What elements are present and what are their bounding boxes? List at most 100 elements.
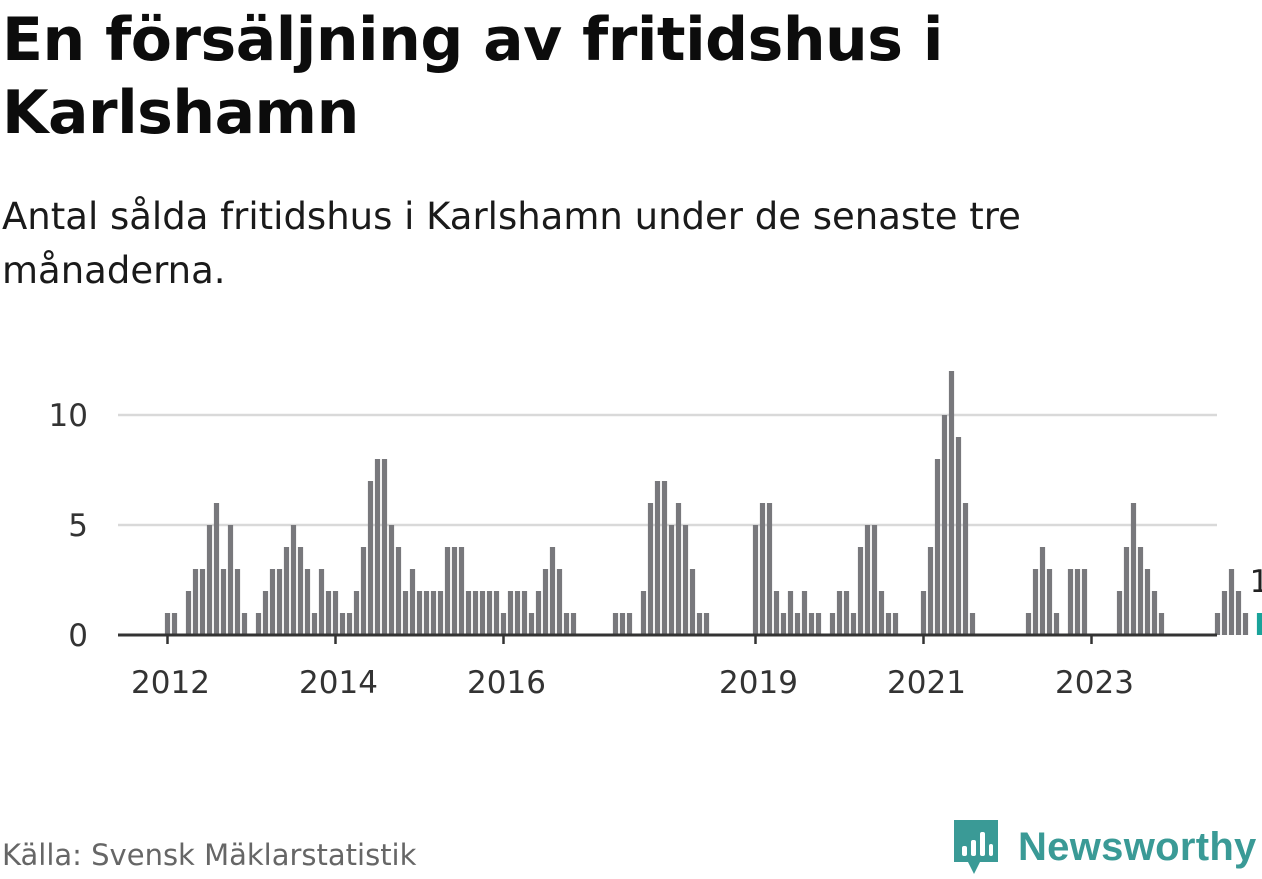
bar bbox=[276, 569, 283, 635]
bar bbox=[773, 591, 780, 635]
bar bbox=[640, 591, 647, 635]
y-tick-label: 10 bbox=[49, 398, 88, 434]
bar bbox=[864, 525, 871, 635]
newsworthy-logo-icon bbox=[954, 820, 998, 874]
bar bbox=[1032, 569, 1039, 635]
bar bbox=[1151, 591, 1158, 635]
bar bbox=[409, 569, 416, 635]
bar bbox=[654, 481, 661, 635]
bar bbox=[892, 613, 899, 635]
bar bbox=[395, 547, 402, 635]
bar bbox=[213, 503, 220, 635]
bar bbox=[430, 591, 437, 635]
bar bbox=[1067, 569, 1074, 635]
bar bbox=[668, 525, 675, 635]
bar bbox=[1235, 591, 1242, 635]
bar bbox=[255, 613, 262, 635]
bar bbox=[1221, 591, 1228, 635]
bar bbox=[423, 591, 430, 635]
bar bbox=[1039, 547, 1046, 635]
bar bbox=[451, 547, 458, 635]
bar bbox=[675, 503, 682, 635]
bar bbox=[955, 437, 962, 635]
bar bbox=[486, 591, 493, 635]
bar bbox=[325, 591, 332, 635]
bar bbox=[437, 591, 444, 635]
bar bbox=[1137, 547, 1144, 635]
bar bbox=[612, 613, 619, 635]
bar bbox=[843, 591, 850, 635]
bar-latest bbox=[1256, 613, 1262, 635]
bar bbox=[1123, 547, 1130, 635]
bar-chart: 0 5 10 2012 2014 2016 2019 2021 2023 1 bbox=[49, 371, 1262, 701]
bar bbox=[311, 613, 318, 635]
x-axis: 2012 2014 2016 2019 2021 2023 bbox=[118, 633, 1217, 701]
bar bbox=[1158, 613, 1165, 635]
bar bbox=[1081, 569, 1088, 635]
bar bbox=[920, 591, 927, 635]
bar bbox=[801, 591, 808, 635]
bar bbox=[556, 569, 563, 635]
bar bbox=[339, 613, 346, 635]
bar bbox=[766, 503, 773, 635]
bar bbox=[346, 613, 353, 635]
bar bbox=[374, 459, 381, 635]
bar bbox=[871, 525, 878, 635]
latest-value-label: 1 bbox=[1250, 564, 1262, 600]
bar bbox=[780, 613, 787, 635]
bar bbox=[360, 547, 367, 635]
bar bbox=[1116, 591, 1123, 635]
bar bbox=[962, 503, 969, 635]
bar bbox=[199, 569, 206, 635]
bar bbox=[192, 569, 199, 635]
bar bbox=[402, 591, 409, 635]
bar bbox=[1214, 613, 1221, 635]
bar bbox=[1053, 613, 1060, 635]
bar bbox=[1130, 503, 1137, 635]
bar bbox=[521, 591, 528, 635]
bars bbox=[164, 371, 1262, 635]
bar bbox=[388, 525, 395, 635]
bar bbox=[507, 591, 514, 635]
bar bbox=[927, 547, 934, 635]
bar bbox=[969, 613, 976, 635]
bar bbox=[416, 591, 423, 635]
y-tick-label: 5 bbox=[68, 508, 88, 544]
gridlines bbox=[118, 413, 1217, 527]
bar bbox=[689, 569, 696, 635]
x-tick-label: 2019 bbox=[719, 665, 798, 701]
bar bbox=[472, 591, 479, 635]
bar bbox=[948, 371, 955, 635]
bar bbox=[171, 613, 178, 635]
bar bbox=[269, 569, 276, 635]
bar bbox=[794, 613, 801, 635]
bar bbox=[542, 569, 549, 635]
bar bbox=[444, 547, 451, 635]
bar bbox=[661, 481, 668, 635]
bar bbox=[1074, 569, 1081, 635]
bar bbox=[332, 591, 339, 635]
bar bbox=[500, 613, 507, 635]
bar bbox=[885, 613, 892, 635]
bar bbox=[934, 459, 941, 635]
data-labels: 1 bbox=[1250, 564, 1262, 600]
bar bbox=[535, 591, 542, 635]
bar bbox=[164, 613, 171, 635]
bar bbox=[850, 613, 857, 635]
bar bbox=[262, 591, 269, 635]
brand-logo: Newsworthy bbox=[950, 816, 1257, 878]
bar bbox=[241, 613, 248, 635]
bar bbox=[1144, 569, 1151, 635]
bar bbox=[808, 613, 815, 635]
bar bbox=[857, 547, 864, 635]
x-tick-label: 2014 bbox=[299, 665, 378, 701]
bar bbox=[829, 613, 836, 635]
bar bbox=[381, 459, 388, 635]
bar bbox=[549, 547, 556, 635]
bar bbox=[514, 591, 521, 635]
bar bbox=[619, 613, 626, 635]
x-tick-label: 2021 bbox=[887, 665, 966, 701]
bar bbox=[1046, 569, 1053, 635]
bar bbox=[703, 613, 710, 635]
bar bbox=[647, 503, 654, 635]
